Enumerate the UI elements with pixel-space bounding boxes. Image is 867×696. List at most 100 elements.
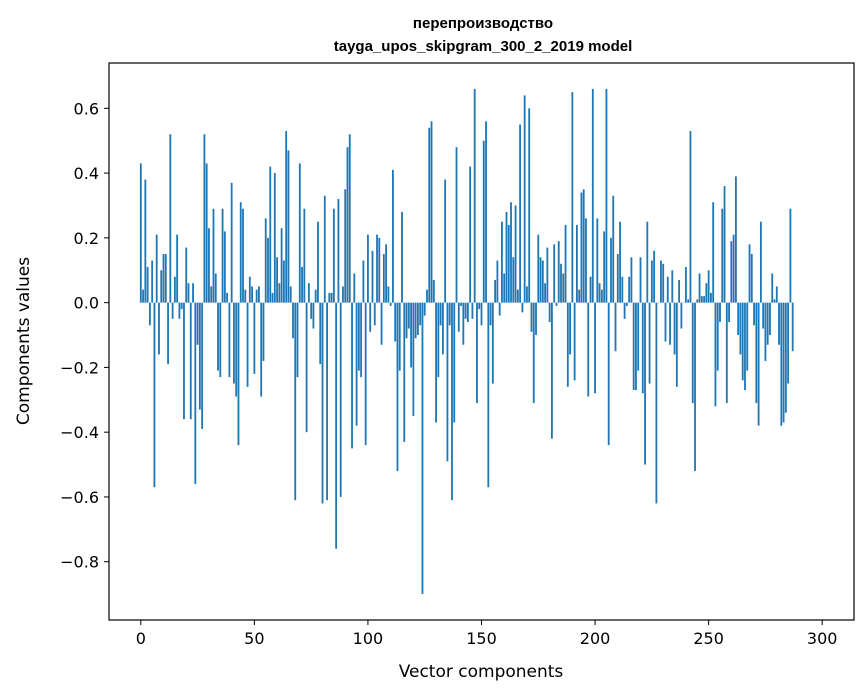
bar xyxy=(367,234,369,303)
bar xyxy=(444,179,447,303)
bar xyxy=(566,302,569,387)
bar xyxy=(398,302,401,371)
bar xyxy=(382,254,385,303)
bar xyxy=(585,218,587,303)
x-tick-label: 250 xyxy=(693,629,724,648)
bar xyxy=(344,189,347,303)
bar xyxy=(734,176,737,303)
bar xyxy=(625,302,628,306)
bar xyxy=(762,302,765,329)
bar xyxy=(167,302,169,365)
bar xyxy=(782,302,785,423)
bar xyxy=(239,202,242,303)
bar xyxy=(282,260,285,303)
bar xyxy=(791,302,794,352)
bar xyxy=(628,276,631,303)
bar xyxy=(653,250,656,303)
bar xyxy=(280,228,283,303)
bar xyxy=(260,302,263,397)
bar xyxy=(248,276,251,303)
bar xyxy=(673,302,676,355)
y-axis-label: Components values xyxy=(14,257,34,425)
bar xyxy=(587,302,590,397)
bar xyxy=(616,254,619,303)
bar xyxy=(242,208,244,303)
chart-title: перепроизводство xyxy=(413,15,553,32)
bar xyxy=(519,124,522,303)
bar xyxy=(710,292,712,303)
bar xyxy=(353,273,356,303)
bar xyxy=(194,302,197,484)
bar xyxy=(251,286,254,303)
bar xyxy=(228,302,231,378)
bar xyxy=(376,234,378,303)
bar xyxy=(700,296,703,303)
bar xyxy=(269,166,272,303)
bar xyxy=(423,302,426,316)
bar xyxy=(392,169,394,303)
bar xyxy=(396,302,399,472)
bar xyxy=(294,302,297,501)
bars-group xyxy=(139,88,794,595)
bar xyxy=(223,231,226,303)
bar xyxy=(332,208,335,303)
bar xyxy=(176,234,179,303)
x-tick-label: 0 xyxy=(136,629,146,648)
bar xyxy=(655,302,658,504)
bar xyxy=(455,147,458,303)
bar xyxy=(319,302,322,365)
y-tick-label: 0.6 xyxy=(74,99,99,118)
bar xyxy=(235,302,238,397)
bar xyxy=(789,208,792,303)
bar xyxy=(273,173,276,303)
bar xyxy=(569,302,571,355)
bar xyxy=(487,302,490,488)
bar xyxy=(357,302,360,371)
x-tick-label: 200 xyxy=(580,629,611,648)
bar xyxy=(512,257,515,303)
bar xyxy=(460,302,462,306)
bar xyxy=(253,302,256,374)
bar xyxy=(362,260,365,303)
bar xyxy=(621,276,624,303)
bar xyxy=(233,302,235,384)
bar xyxy=(258,286,260,303)
bar xyxy=(203,134,206,303)
bar xyxy=(419,302,422,326)
bar xyxy=(485,121,487,303)
bar xyxy=(478,302,481,310)
bar xyxy=(746,302,749,371)
bar xyxy=(748,244,751,303)
bar xyxy=(162,254,165,303)
bar xyxy=(619,221,621,303)
bar xyxy=(394,302,397,342)
bar xyxy=(473,88,476,303)
y-tick-label: −0.6 xyxy=(60,488,99,507)
bar xyxy=(289,286,292,303)
bar xyxy=(723,186,726,303)
bar xyxy=(675,302,678,387)
bar xyxy=(744,302,746,391)
x-tick-label: 50 xyxy=(244,629,264,648)
y-tick-label: 0.4 xyxy=(74,164,99,183)
bar xyxy=(739,302,742,355)
bar xyxy=(719,302,721,323)
bar xyxy=(435,302,437,423)
bar xyxy=(644,302,646,465)
bar xyxy=(326,302,328,501)
bar xyxy=(437,302,440,378)
bar xyxy=(591,88,594,303)
bar xyxy=(666,276,669,303)
bar xyxy=(698,273,701,303)
bar xyxy=(546,247,549,303)
bar xyxy=(230,182,233,303)
bar xyxy=(414,302,417,339)
bar xyxy=(401,211,403,303)
bar xyxy=(219,302,222,378)
bar xyxy=(160,270,163,303)
bar xyxy=(348,134,351,303)
bar xyxy=(385,244,388,303)
bar xyxy=(169,134,172,303)
bar xyxy=(689,131,692,303)
